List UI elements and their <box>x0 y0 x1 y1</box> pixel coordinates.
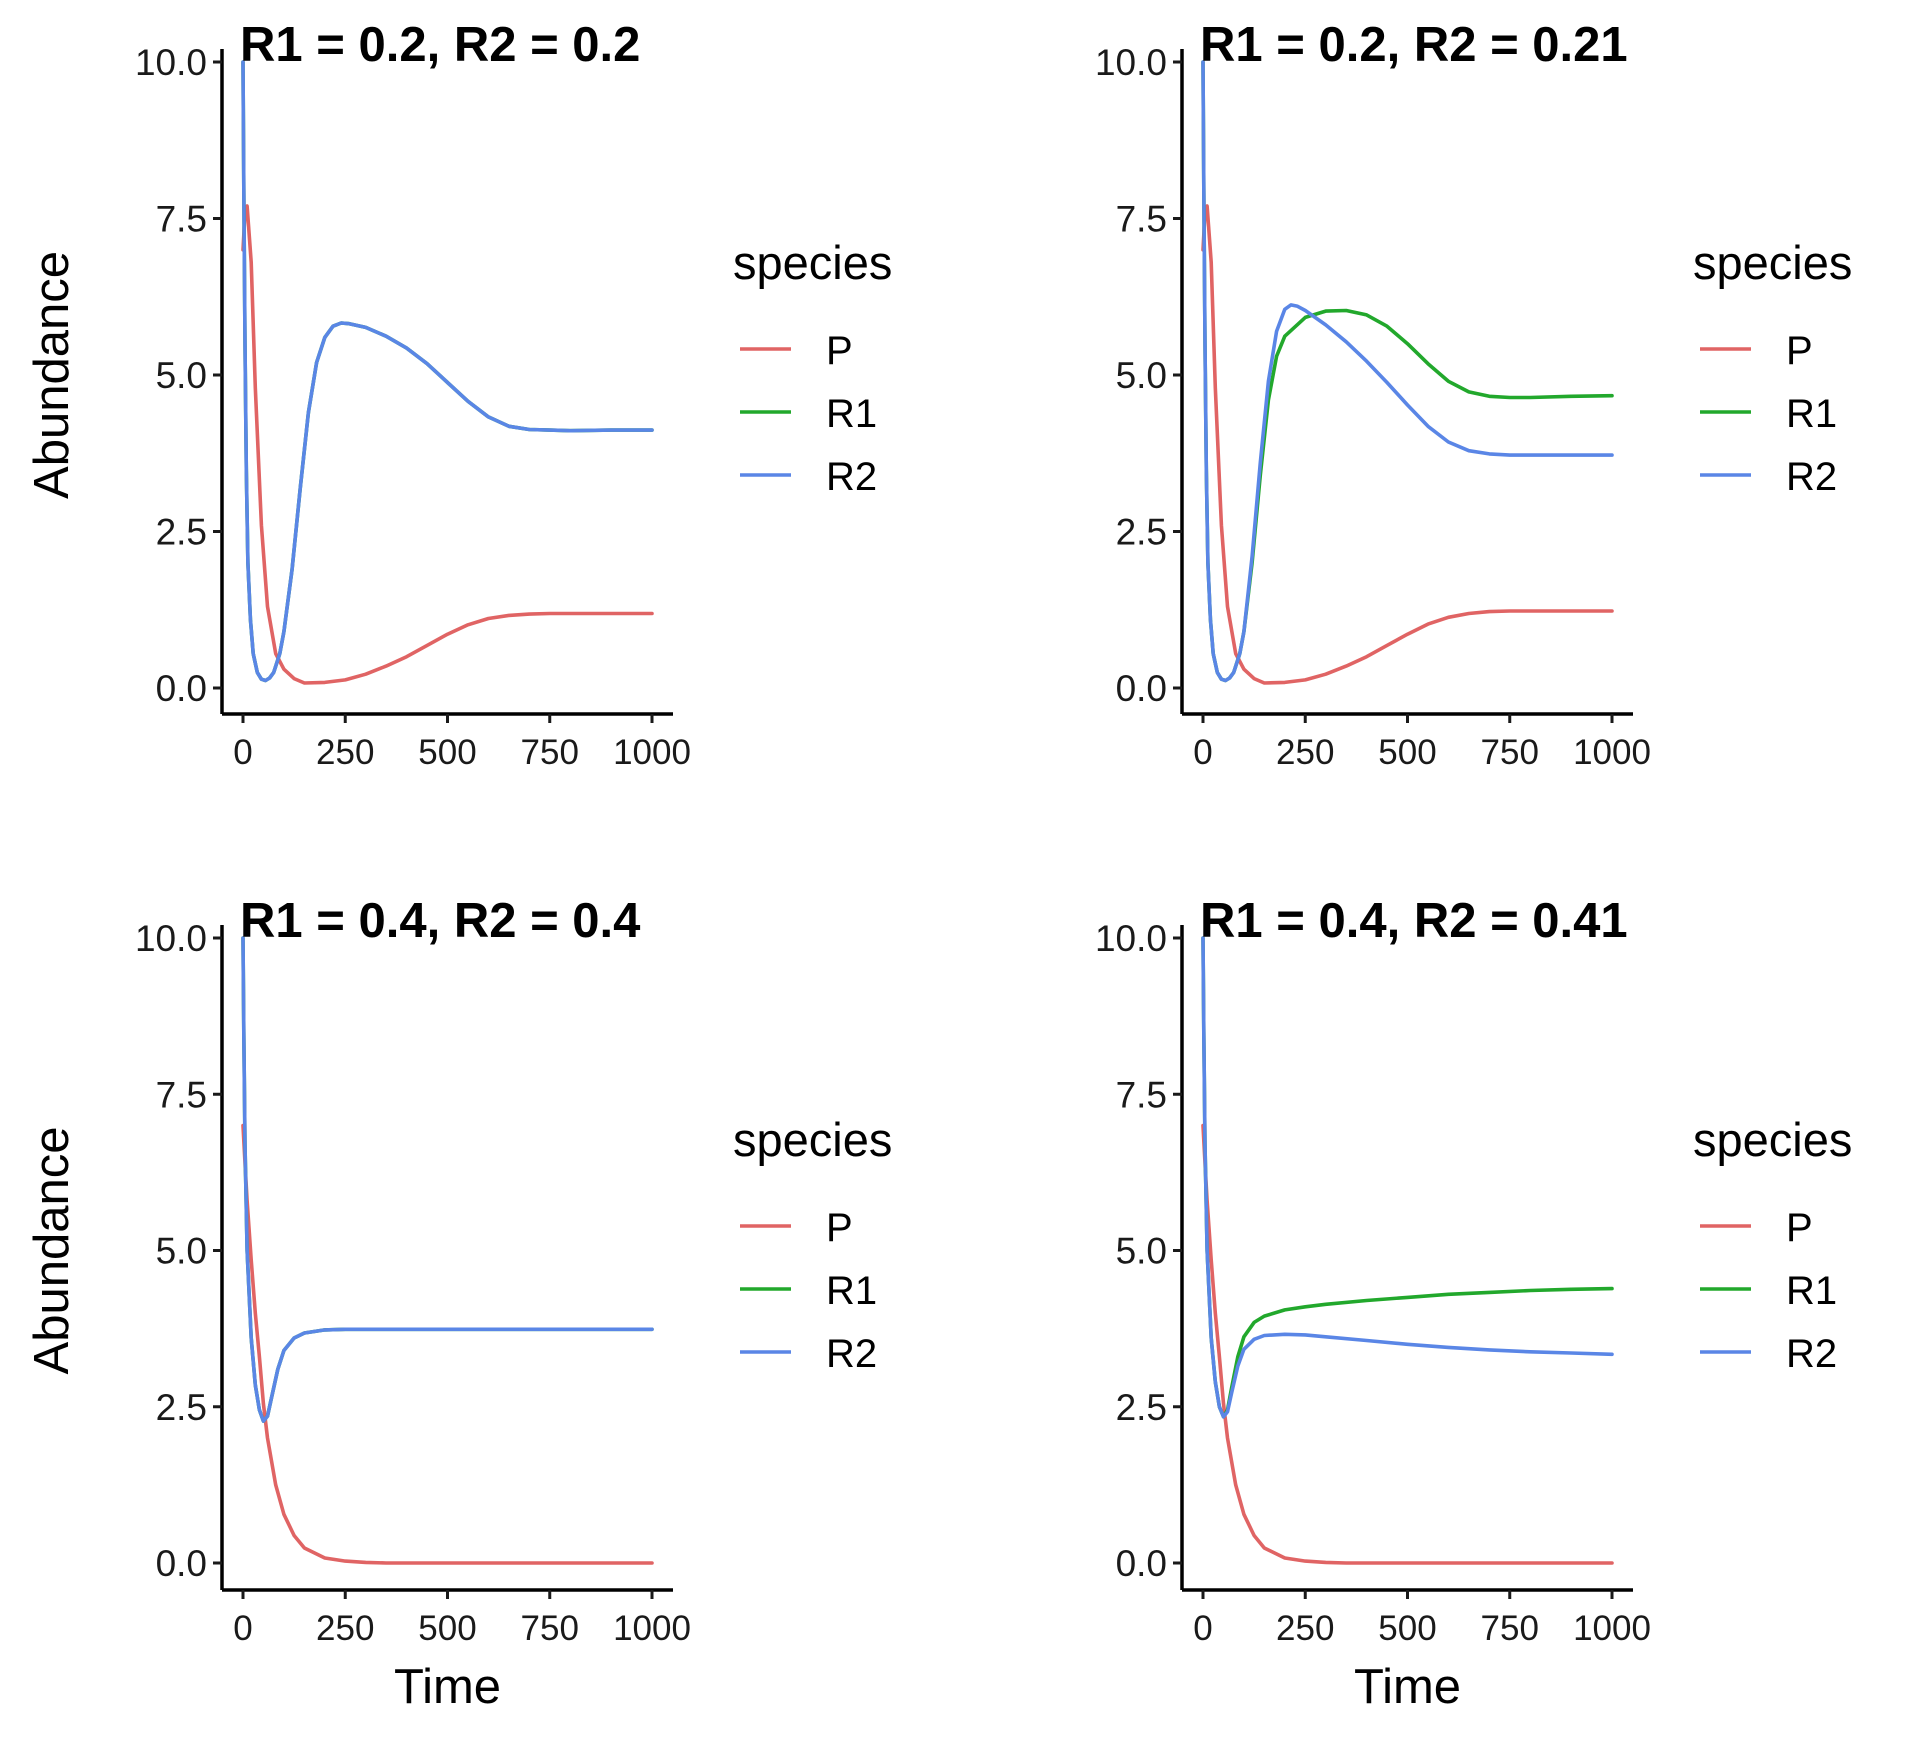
y-axis-label: Abundance <box>25 1127 79 1375</box>
x-tick-label: 250 <box>316 733 374 772</box>
x-tick-label: 250 <box>316 1609 374 1648</box>
legend-label-p: P <box>826 329 853 373</box>
y-tick-label: 0.0 <box>156 1543 207 1584</box>
y-tick-label: 10.0 <box>1095 42 1167 83</box>
series-line-r2 <box>241 936 654 1423</box>
legend: species P R1 R2 <box>733 1113 892 1376</box>
y-tick-label: 5.0 <box>1116 355 1167 396</box>
x-tick-label: 0 <box>233 1609 252 1648</box>
y-tick-label: 2.5 <box>156 512 207 553</box>
x-axis-label: Time <box>394 1660 501 1714</box>
y-tick-label: 0.0 <box>1116 1543 1167 1584</box>
legend-label-r2: R2 <box>826 455 877 499</box>
legend-label-r1: R1 <box>826 1269 877 1313</box>
legend-title: species <box>733 1113 892 1166</box>
legend: species P R1 R2 <box>733 236 892 499</box>
y-tick-label: 2.5 <box>156 1387 207 1428</box>
legend-title: species <box>733 236 892 289</box>
panel-title: R1 = 0.4, R2 = 0.4 <box>240 894 640 948</box>
series-line-r2 <box>1201 936 1614 1419</box>
y-tick-label: 7.5 <box>1116 1074 1167 1115</box>
x-tick-label: 750 <box>1481 733 1539 772</box>
y-tick-label: 7.5 <box>156 199 207 240</box>
x-tick-label: 1000 <box>1573 733 1651 772</box>
x-tick-label: 500 <box>418 1609 476 1648</box>
x-tick-label: 0 <box>1193 1609 1212 1648</box>
panel-4: 0.0 2.5 5.0 7.5 10.0 0 250 500 750 1000 R1 = 0.4, … <box>1095 894 1852 1714</box>
legend-title: species <box>1693 1113 1852 1166</box>
y-tick-label: 2.5 <box>1116 1387 1167 1428</box>
legend: species P R1 R2 <box>1693 236 1852 499</box>
y-tick-label: 7.5 <box>1116 199 1167 240</box>
y-tick-label: 5.0 <box>1116 1231 1167 1272</box>
x-tick-label: 0 <box>233 733 252 772</box>
series-line-r2 <box>1201 60 1614 683</box>
y-tick-label: 7.5 <box>156 1074 207 1115</box>
y-tick-label: 5.0 <box>156 1231 207 1272</box>
legend-label-r1: R1 <box>1786 1269 1837 1313</box>
legend-label-r1: R1 <box>1786 392 1837 436</box>
x-tick-label: 500 <box>1378 733 1436 772</box>
series-line-r1 <box>1201 60 1614 683</box>
legend-title: species <box>1693 236 1852 289</box>
legend-label-p: P <box>826 1206 853 1250</box>
x-axis-label: Time <box>1354 1660 1461 1714</box>
y-axis-label: Abundance <box>25 251 79 499</box>
series-line-p <box>241 204 654 685</box>
series-line-r1 <box>241 60 654 683</box>
x-tick-label: 750 <box>521 733 579 772</box>
legend-label-r1: R1 <box>826 392 877 436</box>
x-tick-label: 0 <box>1193 733 1212 772</box>
legend-label-r2: R2 <box>1786 455 1837 499</box>
x-tick-label: 500 <box>418 733 476 772</box>
y-tick-label: 2.5 <box>1116 512 1167 553</box>
x-tick-label: 750 <box>521 1609 579 1648</box>
legend: species P R1 R2 <box>1693 1113 1852 1376</box>
x-tick-label: 250 <box>1276 1609 1334 1648</box>
panel-title: R1 = 0.4, R2 = 0.41 <box>1200 894 1628 948</box>
x-tick-label: 1000 <box>613 1609 691 1648</box>
x-tick-label: 250 <box>1276 733 1334 772</box>
panel-3: 0.0 2.5 5.0 7.5 10.0 0 250 500 750 1000 R1 = 0.4, … <box>25 894 892 1714</box>
x-tick-label: 500 <box>1378 1609 1436 1648</box>
legend-label-r2: R2 <box>1786 1332 1837 1376</box>
panel-2: 0.0 2.5 5.0 7.5 10.0 0 250 500 750 1000 R1 = 0.2, … <box>1095 18 1852 772</box>
y-tick-label: 0.0 <box>1116 668 1167 709</box>
x-tick-label: 1000 <box>1573 1609 1651 1648</box>
x-tick-label: 1000 <box>613 733 691 772</box>
series-line-p <box>241 1123 654 1565</box>
legend-label-p: P <box>1786 329 1813 373</box>
y-tick-label: 0.0 <box>156 668 207 709</box>
legend-label-p: P <box>1786 1206 1813 1250</box>
y-tick-label: 10.0 <box>135 918 207 959</box>
panel-title: R1 = 0.2, R2 = 0.21 <box>1200 18 1628 72</box>
y-tick-label: 5.0 <box>156 355 207 396</box>
panel-1: 0.0 2.5 5.0 7.5 10.0 0 250 500 750 1000 R1 = 0.2, … <box>25 18 892 772</box>
series-line-r2 <box>241 60 654 683</box>
series-line-r1 <box>241 936 654 1423</box>
series-line-p <box>1201 1123 1614 1565</box>
legend-label-r2: R2 <box>826 1332 877 1376</box>
y-tick-label: 10.0 <box>135 42 207 83</box>
panel-title: R1 = 0.2, R2 = 0.2 <box>240 18 640 72</box>
y-tick-label: 10.0 <box>1095 918 1167 959</box>
series-line-p <box>1201 204 1614 685</box>
x-tick-label: 750 <box>1481 1609 1539 1648</box>
